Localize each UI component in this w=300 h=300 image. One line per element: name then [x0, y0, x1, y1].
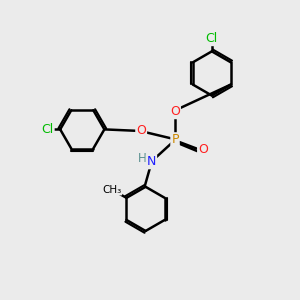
Text: Cl: Cl: [41, 123, 54, 136]
Text: N: N: [147, 155, 156, 168]
Text: P: P: [171, 133, 179, 146]
Text: CH₃: CH₃: [102, 184, 122, 195]
Text: H: H: [137, 152, 146, 165]
Text: Cl: Cl: [206, 32, 218, 45]
Text: O: O: [136, 124, 146, 137]
Text: O: O: [170, 105, 180, 118]
Text: O: O: [198, 143, 208, 157]
